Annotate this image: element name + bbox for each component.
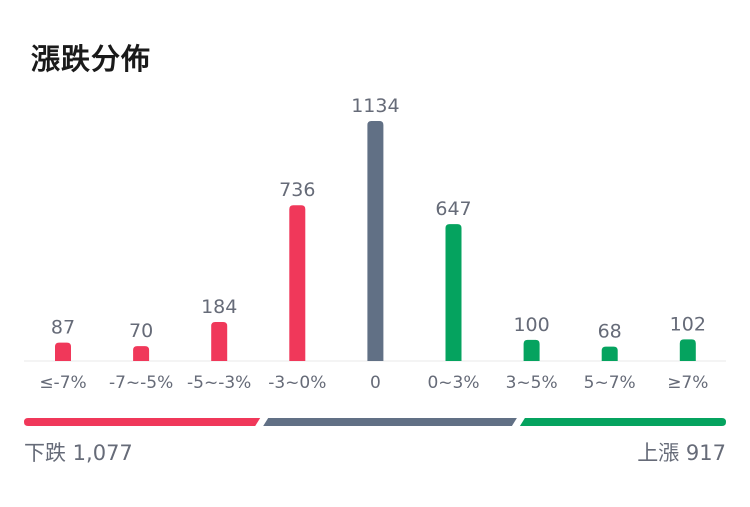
bar-7 bbox=[601, 346, 618, 361]
bar-0 bbox=[55, 342, 71, 361]
bar-4 bbox=[367, 121, 384, 361]
bar-8 bbox=[679, 339, 696, 361]
category-label-8: ≥7% bbox=[667, 373, 708, 393]
ratio-bar bbox=[24, 418, 726, 426]
category-label-6: 3~5% bbox=[506, 373, 558, 393]
category-label-0: ≤-7% bbox=[39, 373, 86, 393]
value-label-4: 1134 bbox=[351, 95, 399, 117]
category-label-2: -5~-3% bbox=[187, 373, 251, 393]
category-label-1: -7~-5% bbox=[109, 373, 173, 393]
category-label-5: 0~3% bbox=[427, 373, 479, 393]
value-label-3: 736 bbox=[279, 179, 315, 201]
up-segment bbox=[519, 418, 726, 426]
category-label-3: -3~0% bbox=[268, 373, 326, 393]
bar-6 bbox=[523, 339, 540, 361]
flat-segment bbox=[263, 418, 517, 426]
value-label-2: 184 bbox=[201, 296, 237, 318]
value-label-0: 87 bbox=[51, 317, 75, 339]
bar-5 bbox=[445, 224, 462, 361]
value-label-6: 100 bbox=[513, 314, 549, 336]
value-label-7: 68 bbox=[598, 321, 622, 343]
bar-2 bbox=[211, 322, 228, 361]
up-summary: 上漲 917 bbox=[637, 441, 726, 465]
down-segment bbox=[24, 418, 261, 426]
bar-3 bbox=[289, 205, 306, 361]
bars-layer: 87 ≤-7% 70 -7~-5% 184 -5~-3% 736 -3~0% 1134 0 647 0… bbox=[39, 95, 708, 393]
value-label-5: 647 bbox=[435, 198, 471, 220]
value-label-8: 102 bbox=[670, 313, 706, 335]
down-summary: 下跌 1,077 bbox=[24, 441, 133, 465]
value-label-1: 70 bbox=[129, 320, 153, 342]
bar-1 bbox=[133, 346, 150, 361]
chart-title: 漲跌分佈 bbox=[31, 42, 152, 76]
category-label-7: 5~7% bbox=[584, 373, 636, 393]
category-label-4: 0 bbox=[370, 373, 381, 393]
